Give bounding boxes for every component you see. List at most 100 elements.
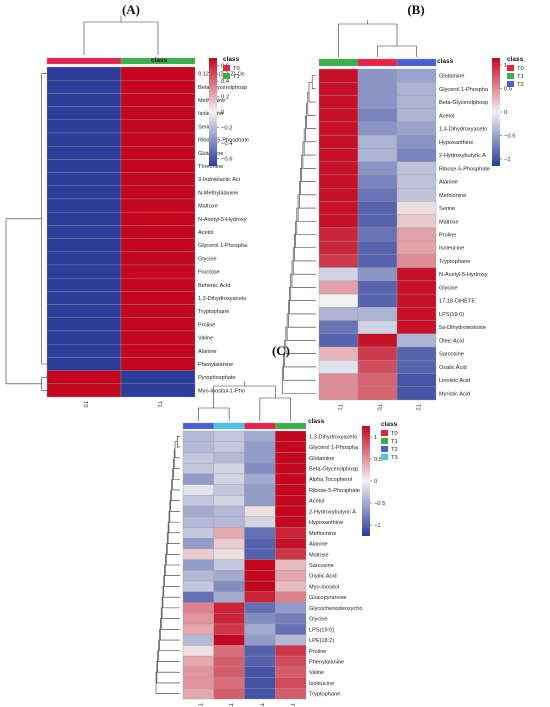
heatmap-cell: [46, 291, 122, 305]
heatmap-cell: [182, 602, 214, 614]
legend-label: T3: [391, 455, 398, 461]
heatmap-cell: [318, 346, 359, 361]
heatmap-cell: [396, 68, 437, 83]
heatmap-cell: [357, 214, 398, 229]
row-label: Phenylalanine: [198, 362, 233, 368]
heatmap-cell: [213, 613, 245, 625]
legend-title: class: [223, 56, 240, 63]
heatmap-cell: [357, 267, 398, 282]
heatmap-cell: [213, 623, 245, 635]
class-band-cell: [182, 422, 214, 430]
legend-swatch: [223, 73, 230, 79]
heatmap-cell: [318, 320, 359, 334]
heatmap-cell: [396, 386, 437, 401]
heatmap-cell: [182, 527, 214, 539]
row-dendrogram: [155, 671, 180, 694]
heatmap-cell: [396, 227, 437, 242]
legend-label: T1: [517, 74, 524, 80]
class-band-cell: [275, 422, 307, 430]
colorbar-tick-label: 0.4: [221, 79, 230, 85]
heatmap-cell: [213, 602, 245, 614]
heatmap-cell: [275, 613, 307, 625]
heatmap-cell: [182, 559, 214, 571]
row-label: Linoleic Acid: [439, 378, 470, 384]
heatmap-cell: [120, 370, 196, 384]
heatmap-cell: [182, 516, 214, 528]
heatmap-cell: [182, 591, 214, 603]
heatmap-cell: [244, 580, 276, 592]
heatmap-cell: [182, 495, 214, 507]
heatmap-cell: [275, 473, 307, 485]
heatmap-cell: [182, 430, 214, 442]
heatmap-cell: [182, 655, 214, 668]
heatmap-cell: [275, 495, 307, 507]
heatmap-cell: [244, 602, 276, 614]
heatmap-cell: [213, 688, 245, 700]
heatmap-cell: [213, 527, 245, 539]
panel-label: (B): [407, 2, 424, 17]
legend-swatch: [381, 454, 388, 460]
colorbar-tick-label: 0.5: [504, 87, 512, 93]
row-label: Proline: [439, 233, 456, 239]
legend-swatch: [507, 65, 514, 71]
heatmap-cell: [275, 666, 307, 678]
heatmap-cell: [244, 559, 276, 571]
heatmap-cell: [46, 357, 122, 371]
row-label: Beta-Glycerolphosp: [309, 467, 358, 473]
heatmap-cell: [396, 148, 437, 162]
heatmap-cell: [275, 559, 307, 571]
row-label: Tryptophane: [309, 692, 340, 698]
heatmap-cell: [318, 240, 359, 255]
row-label: Phenylalanine: [309, 659, 344, 665]
heatmap-cell: [182, 634, 214, 646]
row-label: Oxalic Acid: [439, 365, 467, 371]
row-label: Glycerol 1-Phospha: [439, 87, 489, 93]
heatmap-cell: [396, 108, 437, 123]
heatmap-cell: [46, 304, 122, 318]
row-label: Methionine: [439, 193, 466, 199]
colorbar-tick-label: 0: [374, 479, 377, 485]
row-label: Glycine: [198, 256, 217, 262]
class-band-title: class: [151, 57, 168, 64]
heatmap-cell: [244, 441, 276, 453]
heatmap-cell: [213, 430, 245, 442]
heatmap-cell: [275, 677, 307, 689]
heatmap-cell: [357, 135, 398, 149]
heatmap-cell: [357, 174, 398, 189]
legend-title: class: [381, 421, 398, 428]
heatmap-cell: [120, 132, 196, 147]
row-label: LPS(19:0): [439, 312, 464, 318]
legend-swatch: [223, 65, 230, 71]
heatmap-panel-3: (C) class 1,3-Dihydroxyaceto Glycerol 1-Pho…: [155, 343, 398, 707]
heatmap-cell: [120, 330, 196, 345]
legend-swatch: [381, 446, 388, 452]
row-label: Glucopyranose: [309, 595, 347, 601]
heatmap-cell: [46, 330, 122, 345]
heatmap-cell: [46, 172, 122, 186]
heatmap-cell: [120, 304, 196, 318]
heatmap-cell: [46, 238, 122, 252]
heatmap-cell: [120, 317, 196, 332]
column-dendrogram: [83, 21, 159, 55]
row-label: Alanine: [439, 180, 458, 186]
row-label: Ribose-5-Phosphate: [198, 138, 249, 144]
row-label: LPS(19:0): [309, 627, 334, 633]
heatmap-cell: [244, 452, 276, 464]
row-label: Isoleucine: [309, 681, 334, 687]
row-label: Sarcosine: [439, 352, 464, 358]
heatmap-cell: [244, 462, 276, 475]
class-band-cell: [318, 58, 359, 67]
heatmap-cell: [120, 264, 196, 279]
heatmap-cell: [318, 386, 359, 401]
colorbar-tick-label: −0.4: [221, 141, 233, 147]
heatmap-cell: [244, 516, 276, 528]
heatmap-cell: [396, 240, 437, 255]
heatmap-cell: [275, 591, 307, 603]
heatmap-cell: [244, 473, 276, 485]
row-label: Pyrophosphate: [198, 375, 236, 381]
heatmap-cell: [275, 645, 307, 657]
row-label: Beta-Glycerolphosp: [439, 100, 488, 106]
heatmap-cell: [275, 602, 307, 614]
colorbar-tick-label: 0.2: [221, 95, 229, 101]
